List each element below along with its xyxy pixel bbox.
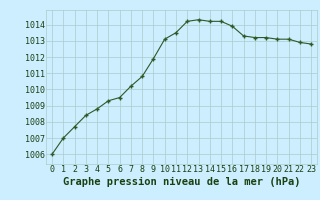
X-axis label: Graphe pression niveau de la mer (hPa): Graphe pression niveau de la mer (hPa) (63, 177, 300, 187)
